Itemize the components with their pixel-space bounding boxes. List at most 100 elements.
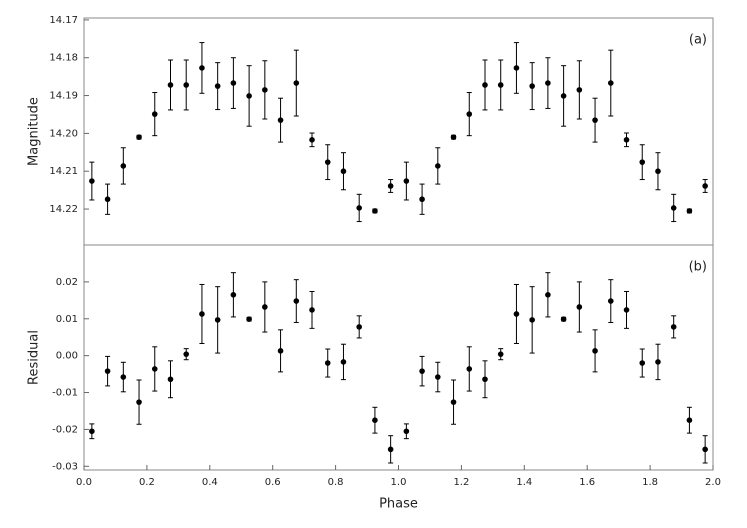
data-point — [607, 298, 614, 304]
data-point — [466, 111, 473, 117]
data-point — [262, 87, 268, 93]
x-tick-label: 0.2 — [139, 477, 155, 488]
x-tick-label: 1.4 — [516, 477, 532, 488]
data-point — [702, 446, 708, 453]
data-point — [387, 446, 394, 453]
y-axis-label: Residual — [27, 330, 42, 385]
data-point — [324, 159, 331, 165]
panel-label: (a) — [689, 33, 707, 48]
data-point — [482, 82, 488, 88]
data-point — [513, 311, 520, 317]
data-point — [482, 376, 488, 383]
data-point — [450, 134, 457, 140]
y-tick-label: -0.01 — [52, 388, 78, 399]
data-point — [262, 304, 268, 310]
plot-frame — [83, 17, 714, 471]
data-point — [183, 351, 190, 357]
data-point — [497, 351, 504, 357]
data-point — [293, 298, 300, 304]
data-point — [513, 65, 520, 71]
data-point — [592, 348, 598, 354]
data-point — [167, 376, 174, 383]
x-tick-label: 0.6 — [265, 477, 281, 488]
data-point — [655, 359, 661, 365]
y-tick-label: -0.03 — [52, 461, 78, 472]
data-point — [340, 168, 347, 175]
data-point — [104, 196, 111, 203]
y-tick-label: 14.22 — [49, 204, 78, 215]
data-point — [607, 80, 614, 86]
y-tick-label: 14.20 — [49, 128, 78, 139]
data-point — [639, 159, 646, 165]
data-point — [560, 316, 567, 322]
data-point — [199, 65, 205, 71]
x-tick-label: 0.8 — [328, 477, 344, 488]
y-tick-label: 0.00 — [56, 351, 78, 362]
data-point — [151, 111, 158, 117]
data-point — [151, 366, 158, 372]
data-point — [309, 307, 315, 313]
data-point — [372, 417, 378, 424]
data-point — [230, 291, 237, 298]
data-point — [670, 205, 677, 211]
x-tick-label: 0.4 — [202, 477, 218, 488]
data-point — [89, 428, 95, 435]
data-point — [639, 360, 646, 366]
data-point — [576, 304, 583, 310]
data-point — [356, 324, 362, 330]
data-point — [246, 316, 252, 322]
data-point — [136, 134, 142, 140]
data-point — [387, 183, 394, 189]
x-tick-label: 1.0 — [391, 477, 407, 488]
panel-label: (b) — [689, 260, 707, 275]
data-point — [529, 83, 535, 89]
y-tick-label: 14.21 — [49, 166, 78, 177]
data-point — [576, 87, 583, 93]
data-point — [214, 83, 221, 89]
data-point — [702, 183, 708, 189]
y-axis-label: Magnitude — [27, 97, 42, 166]
y-tick-label: 14.19 — [49, 91, 78, 102]
data-point — [592, 117, 598, 123]
data-point — [214, 317, 221, 323]
data-point — [403, 428, 410, 435]
data-point — [623, 307, 630, 313]
x-tick-label: 1.8 — [642, 477, 658, 488]
data-point — [199, 311, 205, 317]
data-point — [136, 399, 142, 405]
data-point — [309, 137, 315, 143]
data-point — [435, 163, 441, 169]
x-tick-label: 1.2 — [453, 477, 469, 488]
data-point — [277, 117, 284, 123]
data-point — [324, 360, 331, 366]
data-point — [183, 82, 190, 88]
y-tick-label: -0.02 — [52, 424, 78, 435]
data-point — [246, 93, 252, 99]
data-point — [686, 417, 693, 424]
data-point — [466, 366, 473, 372]
y-tick-label: 14.18 — [49, 53, 78, 64]
data-point — [686, 208, 693, 214]
data-point — [497, 82, 504, 88]
data-point — [419, 196, 425, 203]
data-point — [419, 368, 425, 374]
data-point — [120, 374, 127, 380]
data-point — [670, 324, 677, 330]
data-point — [623, 137, 630, 143]
x-tick-label: 1.6 — [579, 477, 595, 488]
x-tick-label: 2.0 — [705, 477, 721, 488]
data-point — [545, 80, 551, 86]
y-tick-label: 0.02 — [56, 277, 78, 288]
data-point — [435, 374, 441, 380]
data-point — [450, 399, 457, 405]
data-point — [120, 163, 127, 169]
data-point — [277, 348, 284, 354]
data-point — [167, 82, 174, 88]
data-point — [293, 80, 300, 86]
data-point — [89, 178, 95, 184]
data-point — [340, 359, 347, 365]
data-point — [529, 317, 535, 323]
data-point — [372, 208, 378, 214]
data-point — [560, 93, 567, 99]
